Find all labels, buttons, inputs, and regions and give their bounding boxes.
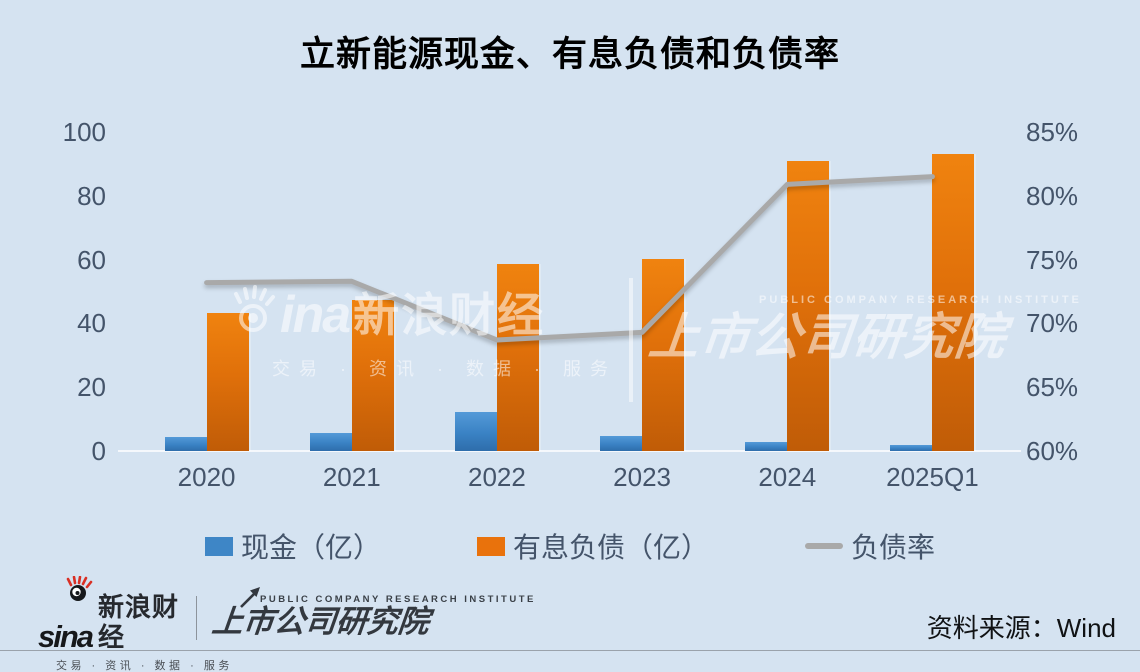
legend-item: 有息负债（亿） — [476, 526, 709, 566]
legend-item: 现金（亿） — [204, 526, 381, 566]
legend-item: 负债率 — [805, 526, 935, 566]
bar-debt-2020 — [206, 312, 249, 451]
bar-debt-2023 — [642, 258, 685, 451]
legend-swatch — [805, 543, 843, 549]
x-axis-label: 2020 — [177, 462, 236, 492]
right-axis-tick: 80% — [1026, 180, 1079, 211]
footer: sina 新浪财经 交易 · 资讯 · 数据 · 服务 PUBLIC COMPA… — [0, 575, 1140, 672]
bar-cash-2022 — [454, 412, 497, 451]
bar-cash-2021 — [309, 432, 352, 451]
legend-label: 有息负债（亿） — [512, 532, 709, 563]
x-axis-label: 2022 — [467, 462, 526, 492]
institute-en-text: PUBLIC COMPANY RESEARCH INSTITUTE — [260, 594, 536, 605]
sina-logo-cn: 新浪财经 — [98, 592, 180, 652]
bar-debt-2022 — [496, 264, 539, 451]
chart-title: 立新能源现金、有息负债和负债率 — [299, 35, 840, 74]
x-axis-label: 2024 — [758, 462, 817, 492]
bar-debt-2024 — [787, 161, 830, 451]
sina-logo-text: sina — [38, 619, 94, 654]
institute-logo: PUBLIC COMPANY RESEARCH INSTITUTE 上市公司研究… — [210, 587, 536, 639]
left-axis-tick: 80 — [77, 180, 106, 211]
sina-eye-icon — [64, 575, 94, 607]
bar-debt-2025Q1 — [932, 153, 975, 451]
footer-logo-divider — [196, 596, 197, 640]
left-axis-tick: 100 — [62, 117, 106, 147]
legend-swatch — [476, 536, 505, 556]
right-axis-tick: 65% — [1026, 372, 1079, 403]
data-source-note: 资料来源：Wind — [926, 613, 1116, 643]
left-axis-tick: 60 — [77, 244, 106, 275]
x-axis-baseline — [118, 450, 1021, 452]
x-axis-label: 2023 — [613, 462, 671, 492]
left-axis-tick: 40 — [77, 308, 106, 339]
right-axis-tick: 60% — [1026, 436, 1079, 466]
bar-cash-2023 — [600, 436, 643, 451]
footer-rule — [0, 650, 1140, 651]
institute-cn-text: 上市公司研究院 — [210, 604, 431, 639]
sina-tagline: 交易 · 资讯 · 数据 · 服务 — [56, 660, 233, 672]
bar-debt-2021 — [351, 300, 394, 451]
sina-finance-logo: sina 新浪财经 交易 · 资讯 · 数据 · 服务 — [38, 575, 233, 672]
left-axis-tick: 20 — [77, 372, 106, 403]
left-axis-tick: 0 — [91, 436, 106, 466]
debt-ratio-line — [204, 174, 935, 343]
legend-label: 负债率 — [851, 532, 936, 563]
institute-arrow-icon — [238, 584, 266, 615]
right-axis-tick: 75% — [1026, 244, 1079, 275]
legend-label: 现金（亿） — [240, 532, 381, 563]
chart-legend: 现金（亿） 有息负债（亿） 负债率 — [0, 526, 1140, 566]
bar-cash-2020 — [164, 436, 207, 451]
legend-swatch — [204, 536, 233, 556]
right-axis-tick: 70% — [1026, 308, 1079, 339]
bar-cash-2025Q1 — [890, 445, 933, 451]
right-axis-tick: 85% — [1026, 117, 1079, 147]
plot-area: 0 20 40 60 80 100 60% 65% 70% 75% 80% 85% 2020 2021 20… — [63, 117, 1079, 492]
bar-cash-2024 — [745, 442, 788, 451]
x-axis-label: 2025Q1 — [886, 462, 979, 492]
x-axis-label: 2021 — [322, 462, 381, 492]
